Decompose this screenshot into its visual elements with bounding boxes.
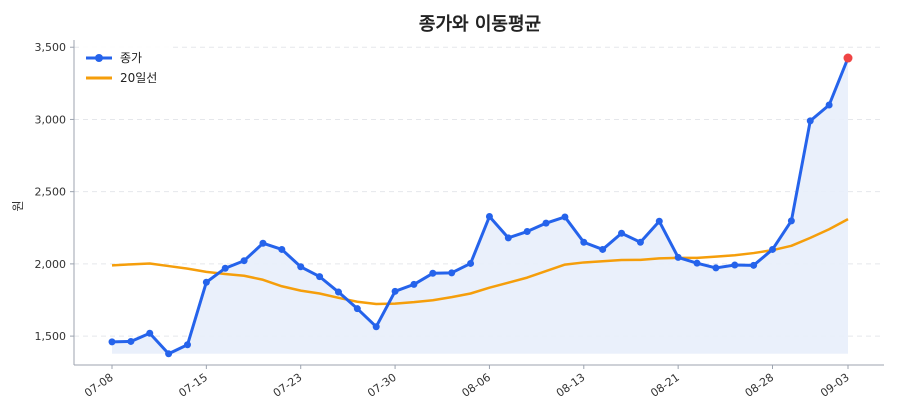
close-point	[806, 117, 814, 125]
y-tick-label: 3,000	[35, 113, 67, 126]
legend-close-label: 종가	[120, 51, 142, 65]
close-point	[183, 341, 191, 349]
x-tick-label: 08-21	[648, 371, 682, 400]
close-point	[750, 261, 758, 269]
close-point	[599, 245, 607, 253]
close-point	[467, 259, 475, 267]
close-point	[429, 269, 437, 277]
close-last-point	[843, 53, 853, 63]
y-axis-label: 원	[11, 200, 25, 211]
y-tick-label: 2,500	[35, 186, 67, 199]
close-point	[542, 219, 550, 227]
close-point	[504, 234, 512, 242]
close-point	[278, 245, 286, 253]
close-point	[674, 253, 682, 261]
close-point	[316, 273, 324, 281]
x-tick-label: 08-13	[554, 371, 588, 400]
close-point	[693, 259, 701, 267]
close-point	[297, 263, 305, 271]
close-point	[769, 245, 777, 253]
x-tick-label: 07-30	[365, 371, 399, 400]
close-point	[712, 264, 720, 272]
x-tick-label: 07-23	[271, 371, 305, 400]
close-point	[353, 305, 361, 313]
x-tick-label: 07-15	[176, 371, 210, 400]
close-point	[485, 213, 493, 221]
series-close-line	[111, 57, 850, 356]
axes	[70, 40, 884, 369]
y-tick-label: 1,500	[35, 330, 67, 343]
close-point	[259, 239, 267, 247]
close-point	[731, 261, 739, 269]
close-point	[202, 278, 210, 286]
y-tick-label: 3,500	[35, 41, 67, 54]
series-ma20-line	[111, 218, 849, 306]
close-point	[636, 238, 644, 246]
close-point	[448, 269, 456, 277]
close-point	[410, 280, 418, 288]
close-point	[372, 323, 380, 331]
close-point	[580, 238, 588, 246]
close-area-fill	[112, 58, 848, 354]
x-tick-label: 08-06	[460, 371, 494, 400]
series-layer	[108, 53, 853, 358]
legend-close-swatch-marker	[95, 54, 103, 62]
y-tick-label: 2,000	[35, 258, 67, 271]
close-point	[127, 337, 135, 345]
close-point	[221, 264, 229, 272]
chart-title: 종가와 이동평균	[419, 14, 541, 35]
legend: 종가 20일선	[80, 46, 172, 90]
close-point	[240, 257, 248, 265]
x-tick-label: 09-03	[818, 371, 852, 400]
close-point	[334, 288, 342, 296]
area-fill-layer	[112, 58, 848, 354]
x-tick-label: 08-28	[743, 371, 777, 400]
close-point	[108, 338, 116, 346]
close-point	[165, 350, 173, 358]
close-point	[561, 213, 569, 221]
close-point	[655, 217, 663, 225]
close-point	[523, 228, 531, 236]
close-point	[618, 229, 626, 237]
close-point	[146, 329, 154, 337]
legend-ma20-label: 20일선	[120, 71, 157, 85]
x-tick-label: 07-08	[82, 371, 116, 400]
close-point	[787, 217, 795, 225]
close-point	[391, 287, 399, 295]
close-point	[825, 101, 833, 109]
